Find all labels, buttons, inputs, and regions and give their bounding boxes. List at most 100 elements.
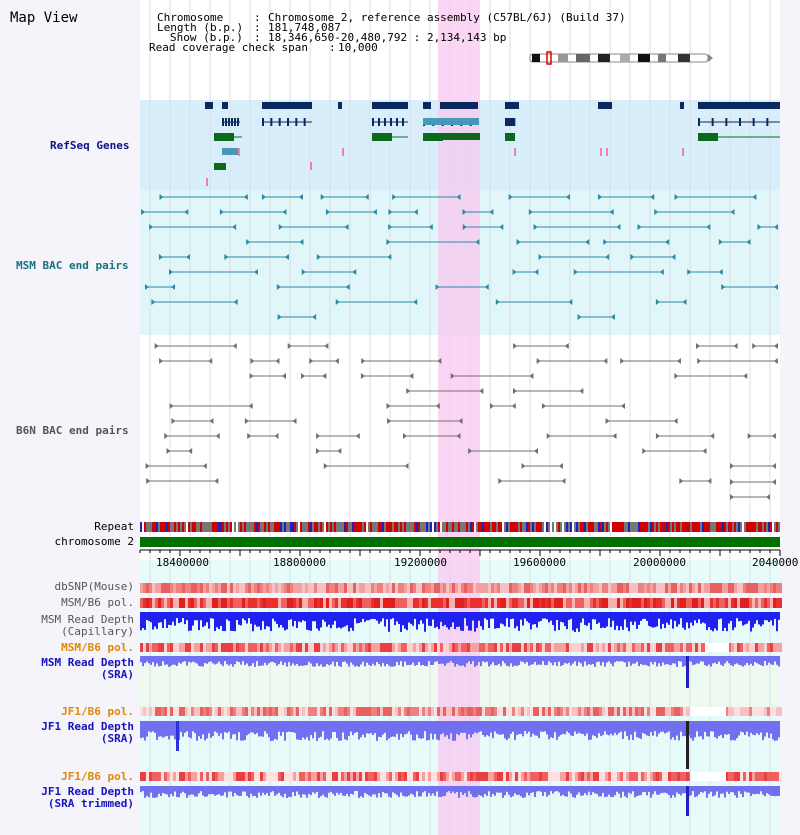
dbsnp-cell: [182, 583, 185, 593]
repeat-segment: [318, 522, 320, 532]
jf1-pol-cell: [491, 707, 494, 716]
msm-depth-sra-bar: [362, 656, 364, 662]
msm-pol-sra-cell: [569, 643, 572, 652]
dbsnp-cell: [599, 583, 602, 593]
msm-pol-cell: [617, 598, 620, 608]
msm-pol-cell: [491, 598, 494, 608]
repeat-segment: [558, 522, 560, 532]
jf1-depth-trim-bar: [266, 786, 268, 794]
jf1-depth-sra-bar: [476, 721, 478, 734]
msm-depth-cap-bar: [674, 612, 676, 621]
repeat-segment: [178, 522, 180, 532]
track-label-msm-bac[interactable]: MSM BAC end pairs: [16, 259, 129, 272]
msm-pol-sra-cell: [695, 643, 698, 652]
jf1-depth-sra-bar: [344, 721, 346, 740]
msm-bac-pair-end: [388, 209, 393, 215]
b6n-bac-pair-end: [435, 403, 440, 409]
msm-depth-cap-bar: [158, 612, 160, 623]
msm-depth-sra-bar: [624, 656, 626, 663]
jf1-depth-sra-bar: [410, 721, 412, 735]
msm-depth-cap-bar: [646, 612, 648, 621]
msm-depth-cap-bar: [642, 612, 644, 620]
refseq-gene: [698, 102, 780, 109]
jf1-pol-trim-cell: [371, 772, 374, 781]
msm-pol-cell: [533, 598, 536, 608]
msm-bac-pair-end: [184, 209, 189, 215]
jf1-depth-trim-bar: [542, 786, 544, 796]
msm-pol-cell: [683, 598, 686, 608]
track-label-b6n-bac[interactable]: B6N BAC end pairs: [16, 424, 129, 437]
msm-depth-cap-bar: [286, 612, 288, 630]
msm-pol-cell: [680, 598, 683, 608]
jf1-pol-cell: [179, 707, 182, 716]
dbsnp-cell: [398, 583, 401, 593]
jf1-depth-sra-bar: [530, 721, 532, 737]
msm-pol-cell: [164, 598, 167, 608]
jf1-pol-trim-cell: [527, 772, 530, 781]
jf1-depth-trim-bar: [180, 786, 182, 794]
dbsnp-cell: [242, 583, 245, 593]
jf1-depth-sra-bar: [488, 721, 490, 737]
msm-depth-sra-bar: [262, 656, 264, 666]
dbsnp-cell: [764, 583, 767, 593]
msm-depth-cap-bar: [334, 612, 336, 621]
dbsnp-cell: [767, 583, 770, 593]
jf1-depth-trim-bar: [388, 786, 390, 797]
msm-bac-pair-end: [219, 209, 224, 215]
msm-pol-sra-cell: [686, 643, 689, 652]
dbsnp-cell: [608, 583, 611, 593]
msm-pol-sra-cell: [770, 643, 773, 652]
msm-bac-pair-end: [335, 299, 340, 305]
msm-depth-sra-bar: [478, 656, 480, 662]
msm-pol-sra-cell: [446, 643, 449, 652]
jf1-pol-cell: [662, 707, 665, 716]
gene-exon: [513, 118, 516, 126]
msm-pol-sra-cell: [161, 643, 164, 652]
dbsnp-cell: [632, 583, 635, 593]
jf1-depth-sra-bar: [738, 721, 740, 736]
jf1-depth-trim-bar: [276, 786, 278, 795]
msm-depth-sra-bar: [394, 656, 396, 667]
msm-pol-cell: [656, 598, 659, 608]
msm-pol-sra-cell: [761, 643, 764, 652]
b6n-bac-pair-end: [456, 433, 461, 439]
msm-bac-pair-end: [372, 209, 377, 215]
repeat-segment: [680, 522, 682, 532]
msm-depth-cap-bar: [438, 612, 440, 630]
msm-pol-sra-cell: [413, 643, 416, 652]
msm-depth-cap-bar: [188, 612, 190, 631]
msm-depth-sra-bar: [186, 656, 188, 666]
dbsnp-cell: [617, 583, 620, 593]
dbsnp-cell: [143, 583, 146, 593]
msm-depth-sra-bar: [564, 656, 566, 663]
jf1-pol-cell: [443, 707, 446, 716]
msm-pol-sra-cell: [272, 643, 275, 652]
msm-depth-sra-bar: [708, 656, 710, 665]
msm-pol-cell: [701, 598, 704, 608]
jf1-depth-sra-bar: [764, 721, 766, 737]
msm-depth-cap-bar: [168, 612, 170, 625]
jf1-pol-cell: [347, 707, 350, 716]
msm-pol-sra-cell: [143, 643, 146, 652]
dbsnp-cell: [332, 583, 335, 593]
repeat-segment: [250, 522, 252, 532]
msm-depth-sra-bar: [724, 656, 726, 664]
jf1-pol-trim-cell: [656, 772, 659, 781]
chromosome-ideogram[interactable]: [528, 51, 714, 65]
jf1-depth-trim-bar: [608, 786, 610, 795]
dbsnp-cell: [656, 583, 659, 593]
jf1-depth-sra-bar: [734, 721, 736, 741]
track-label-refseq[interactable]: RefSeq Genes: [50, 139, 130, 152]
msm-pol-sra-cell: [692, 643, 695, 652]
msm-depth-sra-bar: [166, 656, 168, 665]
msm-pol-sra-cell: [293, 643, 296, 652]
repeat-segment: [292, 522, 294, 532]
dbsnp-cell: [224, 583, 227, 593]
jf1-depth-sra-bar: [256, 721, 258, 734]
jf1-depth-trim-bar: [666, 786, 668, 794]
msm-depth-sra-bar: [716, 656, 718, 664]
msm-depth-cap-bar: [318, 612, 320, 631]
dbsnp-cell: [659, 583, 662, 593]
msm-bac-pair-end: [151, 299, 156, 305]
